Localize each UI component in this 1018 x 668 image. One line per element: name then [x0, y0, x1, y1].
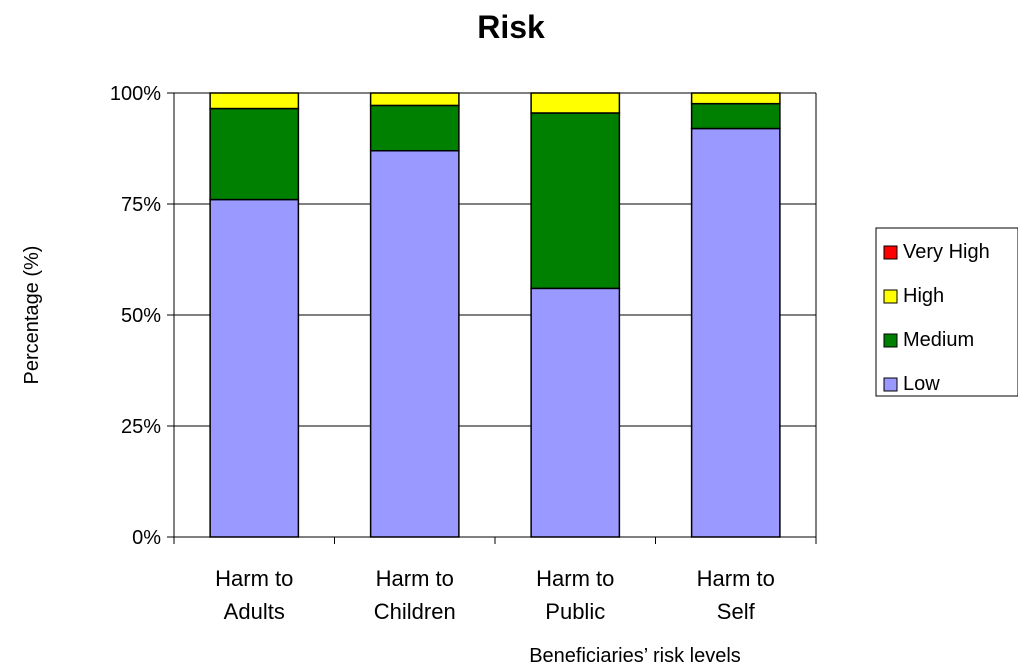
bar-segment-low	[690, 127, 781, 538]
bar-segment-low	[530, 287, 621, 538]
bar-segment-high	[530, 92, 621, 114]
legend-label: Low	[903, 373, 940, 395]
y-tick-label: 50%	[121, 305, 161, 327]
bar-segment-high	[690, 92, 781, 105]
y-tick-labels: 0% 25% 50% 75% 100%	[110, 83, 161, 549]
y-axis-title: Percentage (%)	[21, 246, 43, 385]
legend-label: Very High	[903, 241, 990, 263]
legend-label: Medium	[903, 329, 974, 351]
legend-swatch	[883, 289, 898, 304]
x-category-label: Harm to Self	[697, 566, 775, 624]
bar-segment-medium	[369, 104, 460, 152]
bars	[209, 92, 781, 538]
x-axis-title: Beneficiaries’ risk levels	[529, 645, 741, 667]
bar-segment-high	[369, 92, 460, 107]
bar-segment-medium	[209, 107, 300, 201]
bar-segment-medium	[690, 102, 781, 130]
y-tick-label: 25%	[121, 416, 161, 438]
legend-box	[875, 227, 1018, 397]
legend-swatch	[883, 377, 898, 392]
legend-swatch	[883, 333, 898, 348]
y-tick-label: 75%	[121, 194, 161, 216]
chart-title: Risk	[477, 9, 545, 45]
legend-label: High	[903, 285, 944, 307]
bar-segment-high	[209, 92, 300, 110]
y-tick-label: 100%	[110, 83, 161, 105]
x-category-label: Harm to Adults	[215, 566, 293, 624]
bar-segment-low	[209, 198, 300, 538]
x-category-label: Harm to Public	[536, 566, 614, 624]
y-tick-label: 0%	[132, 527, 161, 549]
x-category-label: Harm to Children	[374, 566, 456, 624]
bar-segment-medium	[530, 112, 621, 290]
bar-segment-low	[369, 149, 460, 538]
axes	[167, 92, 817, 544]
legend: Very High High Medium Low	[875, 227, 1018, 397]
legend-swatch	[883, 245, 898, 260]
x-category-labels: Harm to Adults Harm to Children Harm to Publi…	[215, 566, 775, 624]
